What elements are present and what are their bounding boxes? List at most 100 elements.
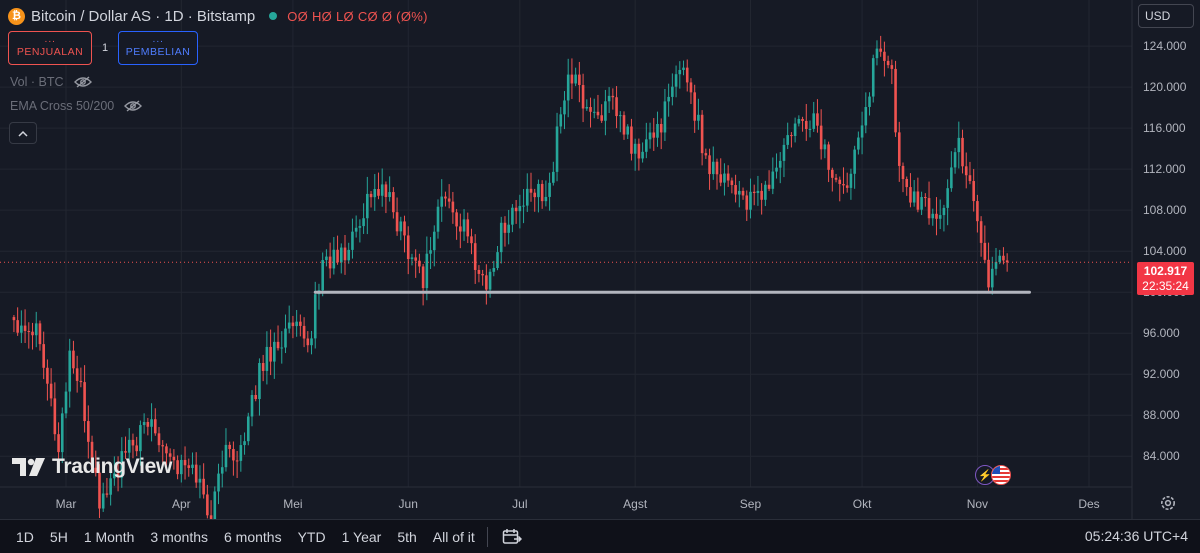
hidden-eye-icon[interactable] <box>124 100 143 112</box>
range-ytd[interactable]: YTD <box>297 528 326 545</box>
price-tick-label: 88.000 <box>1143 408 1180 422</box>
candle <box>209 500 213 519</box>
tradingview-logo[interactable]: TradingView <box>12 455 172 479</box>
ohlc-values: OØ HØ LØ CØ Ø (Ø%) <box>287 8 428 24</box>
collapse-indicators-button[interactable] <box>9 122 37 144</box>
candle <box>206 484 209 519</box>
candle <box>325 249 328 267</box>
candle <box>72 340 75 374</box>
candle <box>20 310 23 344</box>
bar-countdown: 22:35:24 <box>1142 278 1189 293</box>
indicator-ema-cross[interactable]: EMA Cross 50/200 <box>10 99 143 113</box>
candle <box>708 148 711 190</box>
candle <box>124 436 127 459</box>
candle <box>607 87 611 114</box>
candle <box>436 199 440 239</box>
range-1d[interactable]: 1D <box>16 528 34 545</box>
range-1y[interactable]: 1 Year <box>341 528 382 545</box>
indicator-volume[interactable]: Vol · BTC <box>10 75 92 89</box>
price-tick-label: 120.000 <box>1143 80 1187 94</box>
economic-events[interactable]: ⚡ <box>975 465 1011 485</box>
us-flag-icon[interactable] <box>991 465 1011 485</box>
buy-button[interactable]: ··· PEMBELIAN <box>118 31 198 65</box>
candle <box>180 454 183 483</box>
candle <box>622 111 626 140</box>
candle <box>261 354 265 382</box>
range-5d[interactable]: 5H <box>49 528 68 545</box>
range-all[interactable]: All of it <box>432 528 475 545</box>
candle <box>998 249 1002 265</box>
time-tick-label: Jun <box>399 497 418 511</box>
candle <box>875 40 879 66</box>
candle <box>700 110 704 166</box>
candle <box>34 311 38 348</box>
candle <box>444 191 447 207</box>
candle <box>786 122 789 150</box>
time-tick-label: Mar <box>56 497 77 511</box>
candle <box>87 405 90 459</box>
candle <box>299 314 302 337</box>
sell-button[interactable]: ··· PENJUALAN <box>8 31 92 65</box>
candle <box>146 417 150 436</box>
candle <box>384 181 388 214</box>
candle <box>395 197 399 236</box>
price-tick-label: 96.000 <box>1143 326 1180 340</box>
candle <box>228 441 231 458</box>
calendar-goto-icon[interactable] <box>502 528 522 546</box>
currency-selector[interactable]: USD <box>1138 4 1194 28</box>
candle <box>150 403 153 442</box>
order-quantity[interactable]: 1 <box>101 42 109 54</box>
candle <box>157 427 161 453</box>
candle <box>715 158 719 190</box>
chart-settings-icon[interactable] <box>1159 494 1177 512</box>
candle <box>879 35 882 57</box>
candle <box>537 179 540 213</box>
candle <box>276 325 280 351</box>
candle <box>801 116 804 132</box>
candle <box>94 450 98 477</box>
candle <box>440 179 444 222</box>
candle <box>421 263 425 306</box>
candle <box>12 315 16 333</box>
candle <box>656 111 659 147</box>
candle <box>191 452 194 475</box>
utc-clock[interactable]: 05:24:36 UTC+4 <box>1084 528 1188 544</box>
candle <box>75 355 79 393</box>
range-3m[interactable]: 3 months <box>150 528 208 545</box>
candle <box>455 209 458 240</box>
candle <box>514 199 518 224</box>
symbol-title[interactable]: Bitcoin / Dollar AS · 1D · Bitstamp <box>31 7 256 25</box>
trade-panel: ··· PENJUALAN 1 ··· PEMBELIAN <box>8 31 198 65</box>
candle <box>589 97 592 128</box>
range-6m[interactable]: 6 months <box>224 528 282 545</box>
candle <box>31 322 34 350</box>
candle <box>101 482 105 512</box>
candle <box>823 139 827 159</box>
candle <box>604 89 607 136</box>
candle <box>470 228 473 255</box>
candle <box>827 141 830 183</box>
candle <box>332 237 336 275</box>
candle <box>775 153 778 179</box>
range-5y[interactable]: 5th <box>397 528 417 545</box>
candle <box>380 168 384 207</box>
candle <box>816 99 819 133</box>
range-1m[interactable]: 1 Month <box>83 528 135 545</box>
candle <box>447 184 451 209</box>
candle <box>566 58 570 118</box>
time-tick-label: Sep <box>740 497 762 511</box>
candle <box>113 456 116 486</box>
candle <box>760 183 763 215</box>
price-axis[interactable]: 84.00088.00092.00096.000100.000104.00010… <box>1143 39 1187 463</box>
candle <box>254 385 258 402</box>
time-axis[interactable]: Mar Apr Mei Jun Jul Agst Sep Okt Nov Des <box>56 497 1100 511</box>
time-tick-label: Nov <box>967 497 988 511</box>
candle <box>804 103 808 141</box>
candle <box>414 249 417 278</box>
candle <box>730 177 734 194</box>
price-chart[interactable]: 84.00088.00092.00096.000100.000104.00010… <box>0 0 1200 519</box>
candle <box>637 138 641 171</box>
hidden-eye-icon[interactable] <box>73 76 92 88</box>
candle <box>310 330 313 355</box>
price-tick-label: 116.000 <box>1143 121 1186 135</box>
